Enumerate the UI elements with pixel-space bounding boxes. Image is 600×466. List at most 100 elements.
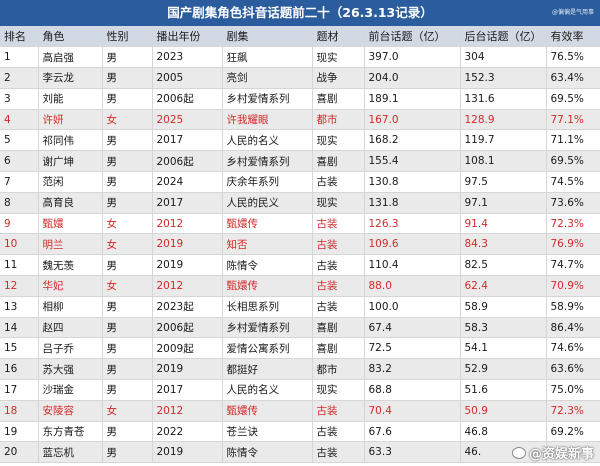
cell-gender: 男 — [102, 441, 153, 464]
cell-back-topic: 128.9 — [460, 109, 547, 131]
cell-rate: 69.2% — [546, 421, 600, 443]
cell-genre: 喜剧 — [312, 337, 365, 360]
cell-role: 吕子乔 — [38, 337, 103, 360]
watermark-text: @资娱新事 — [528, 447, 594, 462]
cell-rate: 69.5% — [546, 88, 600, 110]
cell-drama: 陈情令 — [222, 441, 313, 464]
cell-front-topic: 63.3 — [364, 441, 461, 464]
cell-drama: 苍兰诀 — [222, 421, 313, 443]
cell-drama: 庆余年系列 — [222, 171, 313, 193]
cell-back-topic: 97.1 — [460, 192, 547, 214]
cell-year: 2006起 — [152, 317, 223, 339]
cell-gender: 女 — [102, 213, 153, 235]
cell-drama: 甄嬛传 — [222, 213, 313, 235]
cell-gender: 男 — [102, 171, 153, 193]
cell-drama: 都挺好 — [222, 358, 313, 381]
cell-genre: 古装 — [312, 421, 365, 443]
cell-year: 2019 — [152, 254, 223, 277]
cell-gender: 男 — [102, 317, 153, 339]
cell-genre: 古装 — [312, 213, 365, 235]
ranking-table: 排名 角色 性别 播出年份 剧集 题材 前台话题（亿） 后台话题（亿） 有效率 … — [0, 26, 600, 464]
cell-role: 魏无羡 — [38, 254, 103, 277]
cell-back-topic: 54.1 — [460, 337, 547, 360]
cell-rank: 6 — [0, 150, 39, 173]
cell-role: 高育良 — [38, 192, 103, 214]
table-row: 8 高育良男 2017 人民的民义 现实 131.8 97.1 73.6% — [0, 192, 600, 214]
header-rate: 有效率 — [546, 26, 600, 48]
cell-year: 2009起 — [152, 337, 223, 360]
cell-back-topic: 304 — [460, 46, 547, 69]
cell-drama: 知否 — [222, 233, 313, 256]
cell-year: 2012 — [152, 213, 223, 235]
cell-rate: 77.1% — [546, 109, 600, 131]
cell-year: 2006起 — [152, 150, 223, 173]
header-back-topic: 后台话题（亿） — [460, 26, 547, 48]
cell-back-topic: 131.6 — [460, 88, 547, 110]
cell-front-topic: 131.8 — [364, 192, 461, 214]
cell-genre: 现实 — [312, 129, 365, 152]
header-genre: 题材 — [312, 26, 365, 48]
cell-rate: 58.9% — [546, 296, 600, 318]
cell-genre: 喜剧 — [312, 150, 365, 173]
cell-front-topic: 68.8 — [364, 379, 461, 401]
cell-front-topic: 67.4 — [364, 317, 461, 339]
cell-drama: 狂飙 — [222, 46, 313, 69]
cell-role: 高启强 — [38, 46, 103, 69]
cell-back-topic: 82.5 — [460, 254, 547, 277]
cell-rate: 72.3% — [546, 400, 600, 422]
cell-rank: 15 — [0, 337, 39, 360]
cell-gender: 女 — [102, 233, 153, 256]
cell-year: 2019 — [152, 233, 223, 256]
cell-front-topic: 100.0 — [364, 296, 461, 318]
weibo-watermark: @资娱新事 — [511, 443, 594, 462]
cell-genre: 古装 — [312, 171, 365, 193]
cell-back-topic: 46. — [460, 441, 547, 464]
cell-back-topic: 50.9 — [460, 400, 547, 422]
cell-genre: 古装 — [312, 233, 365, 256]
table-row: 6 谢广坤男 2006起 乡村爱情系列 喜剧 155.4 108.1 69.5% — [0, 150, 600, 173]
table-row: 12 华妃女 2012 甄嬛传 古装 88.0 62.4 70.9% — [0, 275, 600, 297]
cell-rate — [546, 441, 600, 464]
cell-rate: 63.6% — [546, 358, 600, 381]
table-row: 9 甄嬛女 2012 甄嬛传 古装 126.3 91.4 72.3% — [0, 213, 600, 235]
cell-year: 2012 — [152, 275, 223, 297]
cell-drama: 乡村爱情系列 — [222, 317, 313, 339]
cell-gender: 男 — [102, 129, 153, 152]
cell-gender: 女 — [102, 400, 153, 422]
cell-drama: 人民的名义 — [222, 379, 313, 401]
header-row: 排名 角色 性别 播出年份 剧集 题材 前台话题（亿） 后台话题（亿） 有效率 — [0, 26, 600, 48]
cell-back-topic: 84.3 — [460, 233, 547, 256]
header-gender: 性别 — [102, 26, 153, 48]
cell-year: 2017 — [152, 129, 223, 152]
cell-back-topic: 58.3 — [460, 317, 547, 339]
cell-rank: 9 — [0, 213, 39, 235]
cell-front-topic: 189.1 — [364, 88, 461, 110]
cell-year: 2005 — [152, 67, 223, 89]
cell-front-topic: 109.6 — [364, 233, 461, 256]
cell-gender: 男 — [102, 379, 153, 401]
cell-front-topic: 110.4 — [364, 254, 461, 277]
cell-year: 2019 — [152, 358, 223, 381]
cell-gender: 女 — [102, 275, 153, 297]
cell-drama: 长相思系列 — [222, 296, 313, 318]
cell-year: 2017 — [152, 192, 223, 214]
cell-gender: 男 — [102, 88, 153, 110]
header-year: 播出年份 — [152, 26, 223, 48]
cell-rank: 11 — [0, 254, 39, 277]
cell-rank: 19 — [0, 421, 39, 443]
cell-year: 2023起 — [152, 296, 223, 318]
cell-front-topic: 167.0 — [364, 109, 461, 131]
cell-year: 2023 — [152, 46, 223, 69]
table-row: 7 范闲男 2024 庆余年系列 古装 130.8 97.5 74.5% — [0, 171, 600, 193]
cell-drama: 乡村爱情系列 — [222, 88, 313, 110]
cell-role: 华妃 — [38, 275, 103, 297]
cell-front-topic: 204.0 — [364, 67, 461, 89]
cell-drama: 陈情令 — [222, 254, 313, 277]
cell-back-topic: 58.9 — [460, 296, 547, 318]
cell-genre: 战争 — [312, 67, 365, 89]
cell-rate: 74.7% — [546, 254, 600, 277]
cell-back-topic: 51.6 — [460, 379, 547, 401]
cell-rank: 18 — [0, 400, 39, 422]
cell-gender: 男 — [102, 46, 153, 69]
cell-rank: 12 — [0, 275, 39, 297]
